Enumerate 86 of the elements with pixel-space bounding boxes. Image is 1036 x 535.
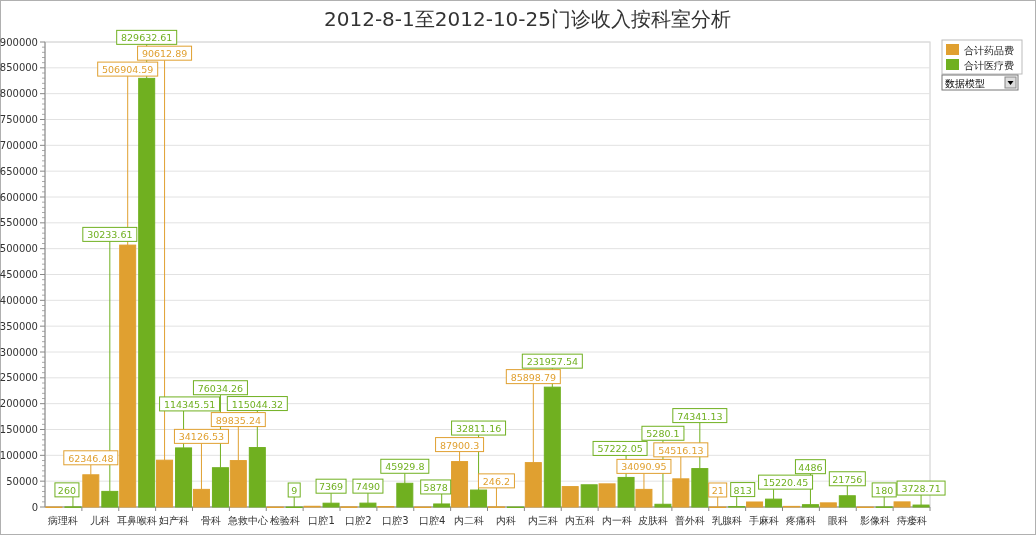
y-tick-label: 650000 [0,165,38,177]
data-label: 15220.45 [762,477,809,489]
data-label: 506904.59 [102,64,154,76]
y-tick-label: 500000 [0,243,38,255]
data-label: 813 [733,484,752,496]
y-tick-label: 450000 [0,269,38,280]
data-label: 89835.24 [215,414,261,426]
bar [561,486,579,508]
y-tick-label: 600000 [0,191,38,203]
data-label: 5878 [423,481,448,493]
y-tick-label: 400000 [0,294,38,306]
data-label: 34090.95 [621,461,667,473]
x-tick-label: 口腔1 [308,515,335,526]
y-tick-label: 550000 [0,217,38,229]
y-tick-label: 800000 [0,88,38,100]
x-tick-label: 内五科 [564,515,595,526]
x-tick-label: 口腔2 [345,515,372,526]
x-tick-label: 眼科 [827,515,848,526]
data-label: 180 [875,484,894,496]
y-tick-label: 750000 [0,114,38,125]
data-label: 246.2 [482,475,511,487]
x-tick-label: 内三科 [527,515,558,526]
x-tick-label: 皮肤科 [638,515,669,526]
data-label: 4486 [798,461,823,473]
x-tick-label: 病理科 [48,515,79,526]
data-label: 115044.32 [231,398,283,410]
x-tick-label: 内二科 [454,515,485,526]
bar [598,483,616,508]
data-label: 114345.51 [163,398,216,410]
text: 数据模型 [945,77,985,89]
data-label: 54516.13 [658,444,704,456]
data-label: 85898.79 [510,371,556,383]
data-label: 30233.61 [87,229,133,241]
legend-label: 合计医疗费 [964,60,1014,71]
data-label: 76034.26 [197,382,244,394]
x-tick-label: 耳鼻喉科 [117,515,158,526]
data-label: 260 [57,484,77,496]
data-label: 21 [711,484,724,496]
data-label: 21756 [832,473,863,485]
y-tick-label: 250000 [0,372,38,384]
x-tick-label: 内一科 [601,515,632,526]
y-tick-label: 300000 [0,346,38,358]
data-label: 62346.48 [68,452,114,464]
bar [580,484,598,508]
x-tick-label: 口腔4 [419,515,446,526]
data-label: 7490 [355,481,381,493]
x-tick-label: 影像科 [859,515,890,526]
y-tick-label: 200000 [0,398,38,410]
y-tick-label: 850000 [0,62,38,74]
legend-label: 合计药品费 [964,45,1014,56]
x-tick-label: 普外科 [675,515,706,526]
data-label: 9 [291,485,298,496]
x-tick-label: 手麻科 [749,515,780,526]
x-tick-label: 检验科 [269,515,300,526]
x-tick-label: 痔瘘科 [896,515,927,526]
x-tick-label: 乳腺科 [712,515,743,526]
y-tick-label: 700000 [0,139,38,151]
data-label: 7369 [318,481,344,493]
y-tick-label: 900000 [0,36,38,48]
x-tick-label: 儿科 [90,515,111,526]
data-label: 45929.8 [385,461,425,473]
data-label: 3728.71 [901,483,941,495]
data-label: 87900.3 [439,439,480,451]
data-label: 829632.61 [121,32,173,44]
x-tick-label: 内科 [495,515,516,526]
data-label: 32811.16 [455,423,502,435]
data-label: 57222.05 [597,443,643,455]
y-tick-label: 150000 [0,424,38,435]
data-label: 231957.54 [526,356,578,368]
y-tick-label: 100000 [0,449,38,461]
bar [893,501,911,508]
bar [819,502,837,508]
x-tick-label: 骨科 [200,515,221,526]
x-tick-label: 急救中心 [226,515,268,526]
data-label: 5280.1 [646,428,680,440]
y-tick-label: 50000 [6,475,38,487]
chart-title: 2012-8-1至2012-10-25门诊收入按科室分析 [323,7,732,31]
bar [746,501,764,508]
data-label: 34126.53 [178,431,225,443]
y-tick-label: 0 [31,501,38,513]
data-label: 74341.13 [677,410,723,422]
x-tick-label: 口腔3 [382,515,409,526]
x-tick-label: 妇产科 [159,515,190,526]
data-label: 90612.89 [141,48,188,60]
x-tick-label: 疼痛科 [785,515,816,526]
y-tick-label: 350000 [0,320,38,332]
